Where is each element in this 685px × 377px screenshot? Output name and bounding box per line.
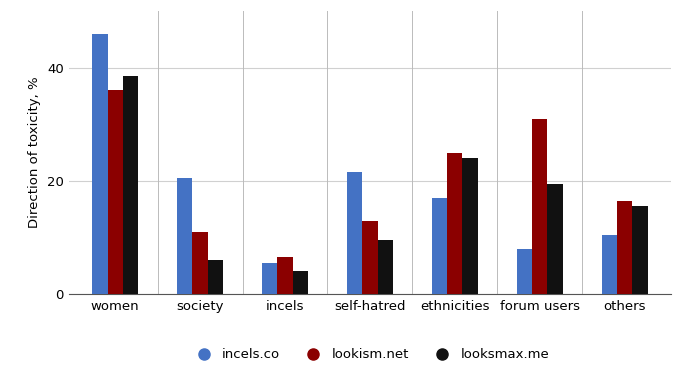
- Bar: [292, 271, 308, 294]
- Bar: [547, 184, 562, 294]
- Bar: [108, 90, 123, 294]
- Bar: [92, 34, 108, 294]
- Bar: [347, 173, 362, 294]
- Y-axis label: Direction of toxicity, %: Direction of toxicity, %: [28, 77, 41, 228]
- Bar: [208, 260, 223, 294]
- Bar: [462, 158, 477, 294]
- Bar: [617, 201, 632, 294]
- Bar: [177, 178, 192, 294]
- Bar: [192, 232, 208, 294]
- Bar: [632, 207, 647, 294]
- Bar: [532, 119, 547, 294]
- Bar: [277, 257, 292, 294]
- Bar: [362, 221, 377, 294]
- Bar: [432, 198, 447, 294]
- Bar: [516, 249, 532, 294]
- Legend: incels.co, lookism.net, looksmax.me: incels.co, lookism.net, looksmax.me: [185, 343, 555, 366]
- Bar: [123, 77, 138, 294]
- Bar: [447, 153, 462, 294]
- Bar: [262, 263, 277, 294]
- Bar: [601, 234, 617, 294]
- Bar: [377, 241, 393, 294]
